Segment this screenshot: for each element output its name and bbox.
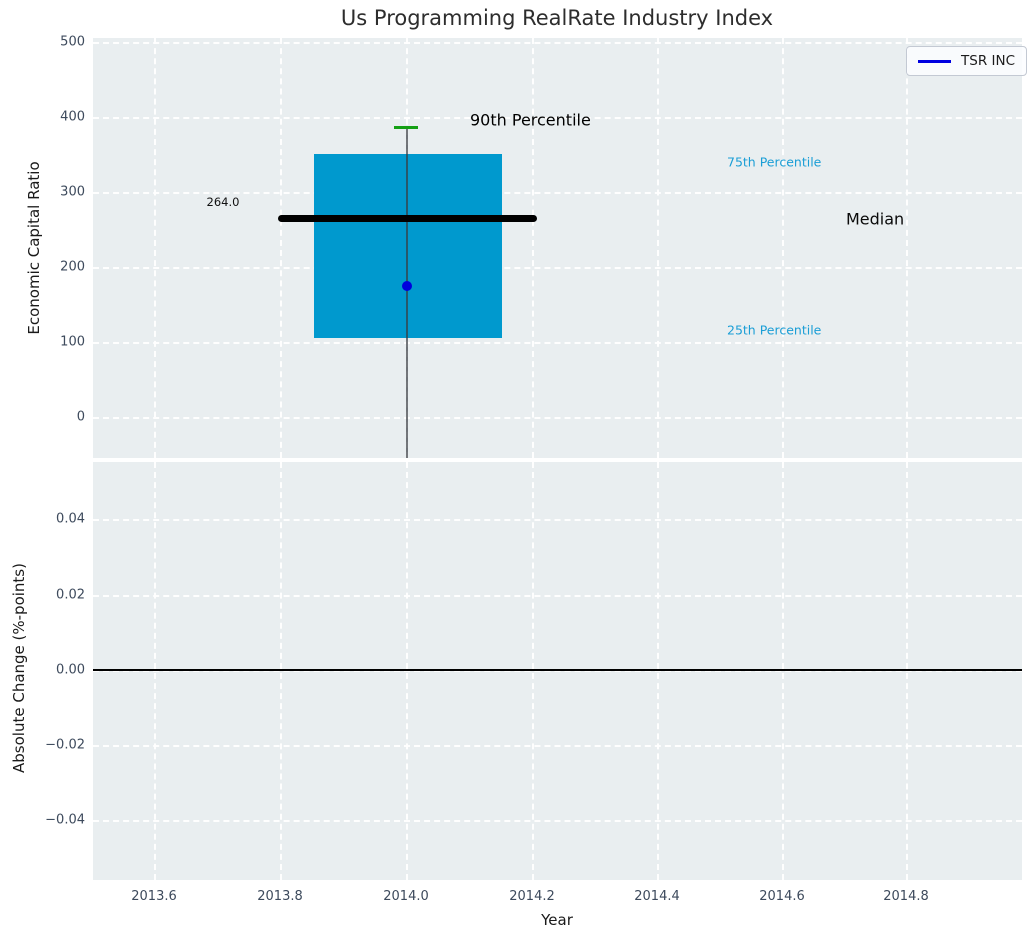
xtick-label: 2013.8: [257, 889, 303, 904]
gridline-y-300: [93, 192, 1022, 194]
y-axis-label-top: Economic Capital Ratio: [25, 161, 43, 335]
xtick-label: 2014.8: [883, 889, 929, 904]
gridline-x-2014.2: [532, 38, 534, 458]
gridline-x-2013.8: [280, 38, 282, 458]
whisker-line-inside-box: [406, 154, 408, 338]
gridline-x-2014.4: [657, 38, 659, 458]
xtick-label: 2014.4: [634, 889, 680, 904]
x-axis-label: Year: [541, 911, 573, 929]
gridline-y-neg0.02: [93, 745, 1022, 747]
percentile-75-label: 75th Percentile: [727, 154, 822, 170]
legend-line-swatch: [918, 59, 951, 63]
gridline-y-100: [93, 342, 1022, 344]
gridline-y-200: [93, 267, 1022, 269]
percentile-25-label: 25th Percentile: [727, 322, 822, 338]
gridline-y-0.04: [93, 519, 1022, 521]
ytick-label: 500: [60, 34, 85, 50]
gridline-x-2014.6: [782, 38, 784, 458]
ytick-label: 0.02: [56, 587, 85, 603]
ytick-label: 400: [60, 109, 85, 125]
y-axis-label-bottom: Absolute Change (%-points): [10, 563, 28, 773]
chart-title: Us Programming RealRate Industry Index: [340, 6, 774, 30]
median-line: [278, 215, 537, 222]
company-marker-dot: [402, 281, 412, 291]
gridline-y-0: [93, 417, 1022, 419]
gridline-x-2013.6: [154, 38, 156, 458]
ytick-label: 0: [76, 409, 85, 425]
ytick-label: 0.04: [56, 511, 85, 527]
ytick-label: 100: [60, 334, 85, 350]
bottom-axes: [93, 462, 1022, 880]
ytick-label: 200: [60, 259, 85, 275]
gridline-y-0.02: [93, 595, 1022, 597]
iqr-box: [314, 154, 502, 338]
ytick-label: −0.04: [45, 812, 85, 828]
xtick-label: 2014.6: [759, 889, 805, 904]
zero-reference-line: [93, 669, 1022, 671]
median-label: Median: [846, 209, 905, 229]
xtick-label: 2014.2: [509, 889, 555, 904]
xtick-label: 2013.6: [131, 889, 177, 904]
percentile-90-cap: [394, 126, 418, 129]
ytick-label: 0.00: [56, 662, 85, 678]
ytick-label: 300: [60, 184, 85, 200]
gridline-y-0.00: [93, 670, 1022, 672]
ytick-label: −0.02: [45, 737, 85, 753]
gridline-y-400: [93, 117, 1022, 119]
median-value-annotation: 264.0: [206, 195, 240, 209]
xtick-label: 2014.0: [383, 889, 429, 904]
legend: TSR INC: [906, 46, 1027, 76]
gridline-y-neg0.04: [93, 820, 1022, 822]
legend-label: TSR INC: [961, 53, 1015, 69]
gridline-x-2014.8: [906, 38, 908, 458]
gridline-y-500: [93, 42, 1022, 44]
top-axes: 264.0 90th Percentile 75th Percentile Me…: [93, 38, 1027, 458]
percentile-90-label: 90th Percentile: [470, 110, 591, 130]
